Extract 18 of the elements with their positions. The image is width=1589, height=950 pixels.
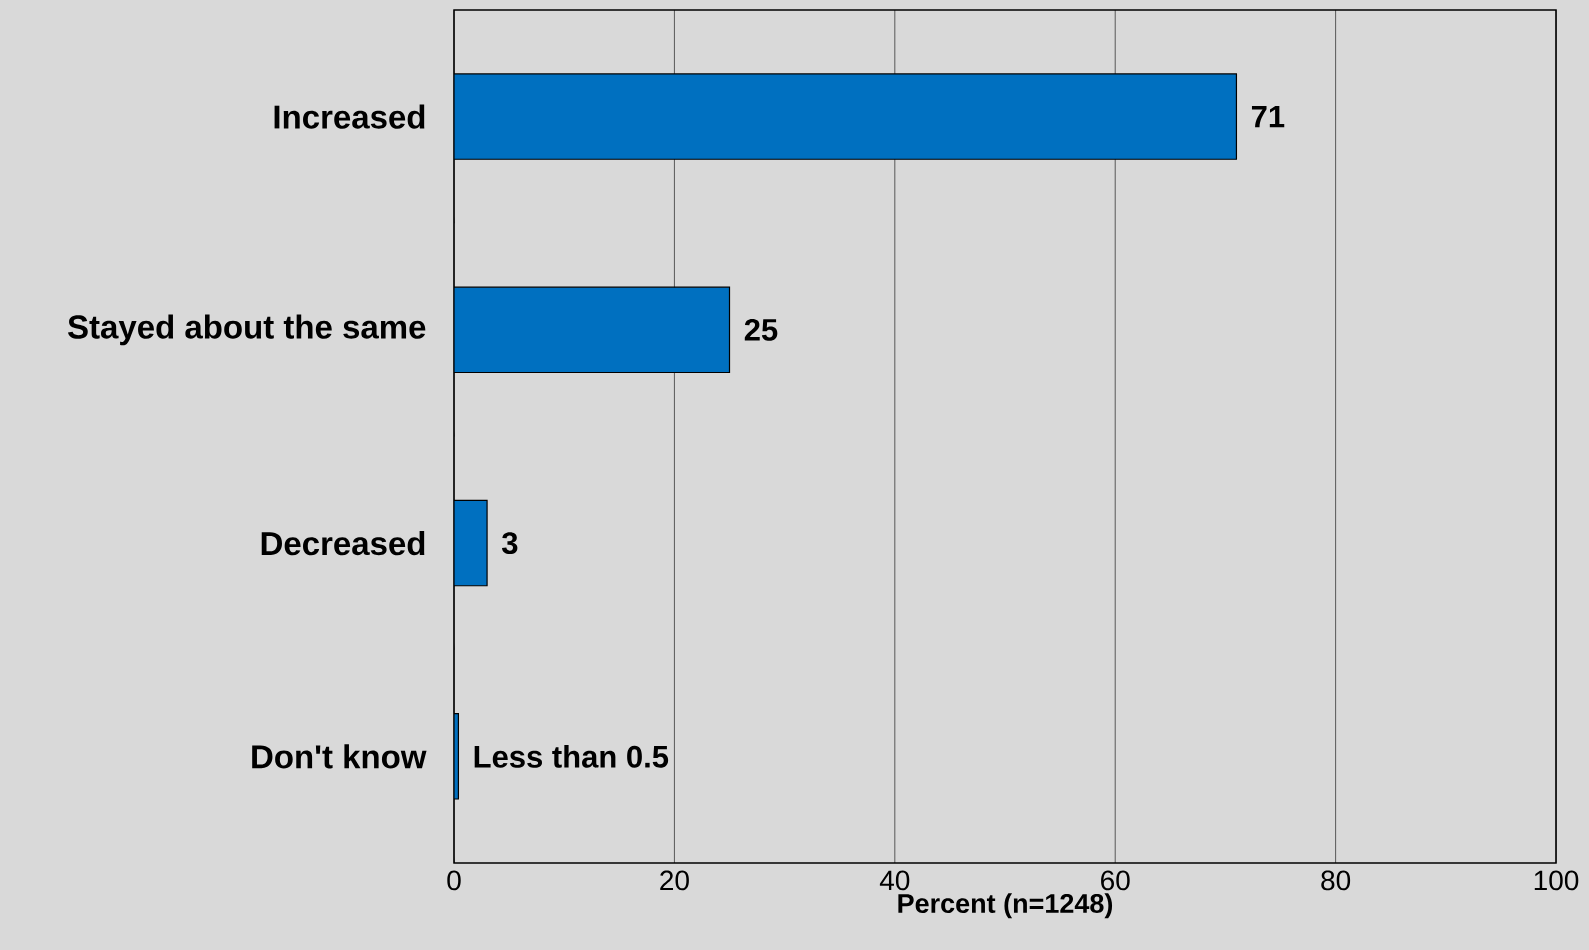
data-label: 25 — [744, 318, 778, 341]
y-tick-label: Decreased — [261, 531, 425, 556]
bar — [454, 499, 488, 587]
x-axis-title: Percent (n=1248) — [898, 893, 1113, 919]
x-tick-label: 80 — [1321, 870, 1351, 891]
bar — [454, 286, 731, 374]
x-tick-label: 20 — [660, 870, 689, 891]
y-tick-label: Increased — [274, 104, 425, 129]
y-tick-label: Don't know — [252, 744, 427, 769]
x-tick-label: 0 — [447, 870, 461, 891]
bar — [454, 73, 1238, 160]
y-tick-label: Stayed about the same — [67, 314, 426, 346]
x-tick-label: 40 — [879, 870, 910, 891]
data-label: 3 — [501, 532, 518, 555]
data-label: Less than 0.5 — [474, 744, 669, 768]
x-tick-label: 60 — [1101, 870, 1130, 891]
data-label: 71 — [1251, 105, 1285, 128]
x-tick-label: 100 — [1534, 870, 1579, 891]
